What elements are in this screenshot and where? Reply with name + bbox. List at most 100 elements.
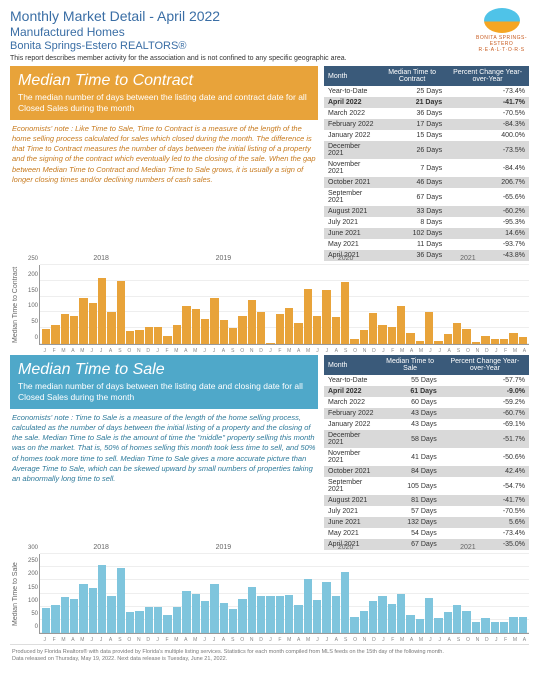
month-label: M bbox=[191, 637, 200, 643]
chart-bar bbox=[397, 594, 405, 634]
month-label: J bbox=[379, 637, 388, 643]
chart-bar bbox=[304, 579, 312, 633]
th-month: Month bbox=[324, 66, 378, 86]
chart-bar bbox=[163, 615, 171, 633]
ytick-label: 150 bbox=[28, 288, 38, 294]
month-label: J bbox=[266, 637, 275, 643]
chart-bar bbox=[434, 341, 442, 344]
month-label: A bbox=[332, 637, 341, 643]
table-cell: -51.7% bbox=[441, 430, 529, 448]
chart-bar bbox=[98, 278, 106, 344]
sale-ylabel: Median Time to Sale bbox=[10, 554, 21, 634]
table-cell: 17 Days bbox=[378, 119, 446, 130]
month-label: D bbox=[369, 637, 378, 643]
chart-bar bbox=[341, 282, 349, 344]
month-label: J bbox=[266, 348, 275, 354]
table-cell: June 2021 bbox=[324, 228, 378, 239]
chart-bar bbox=[145, 607, 153, 633]
month-label: A bbox=[68, 348, 77, 354]
month-label: A bbox=[407, 637, 416, 643]
chart-bar bbox=[173, 325, 181, 344]
chart-bar bbox=[79, 584, 87, 633]
month-label: O bbox=[350, 637, 359, 643]
month-label: J bbox=[492, 637, 501, 643]
chart-bar bbox=[145, 327, 153, 344]
chart-bar bbox=[378, 325, 386, 344]
table-cell: July 2021 bbox=[324, 217, 378, 228]
month-label: S bbox=[115, 348, 124, 354]
chart-bar bbox=[350, 617, 358, 633]
table-row: September 202167 Days-65.6% bbox=[324, 188, 529, 206]
month-label: N bbox=[134, 637, 143, 643]
chart-bar bbox=[257, 312, 265, 344]
chart-bar bbox=[89, 588, 97, 633]
chart-bar bbox=[369, 313, 377, 344]
table-cell: -57.7% bbox=[441, 375, 529, 386]
month-label: N bbox=[247, 637, 256, 643]
table-cell: November 2021 bbox=[324, 448, 379, 466]
month-label: J bbox=[322, 637, 331, 643]
table-cell: 43 Days bbox=[379, 408, 440, 419]
month-label: A bbox=[181, 637, 190, 643]
chart-bar bbox=[238, 599, 246, 633]
table-cell: 81 Days bbox=[379, 495, 440, 506]
table-row: July 20218 Days-95.3% bbox=[324, 217, 529, 228]
table-row: September 2021105 Days-54.7% bbox=[324, 477, 529, 495]
chart-bar bbox=[257, 596, 265, 633]
logo-icon bbox=[484, 8, 520, 33]
table-row: March 202236 Days-70.5% bbox=[324, 108, 529, 119]
table-cell: Year-to-Date bbox=[324, 86, 378, 97]
table-cell: 57 Days bbox=[379, 506, 440, 517]
table-row: December 202126 Days-73.5% bbox=[324, 141, 529, 159]
ytick-label: 100 bbox=[28, 598, 38, 604]
table-cell: -73.4% bbox=[441, 528, 529, 539]
table-cell: 105 Days bbox=[379, 477, 440, 495]
table-cell: 42.4% bbox=[441, 466, 529, 477]
month-label: N bbox=[473, 348, 482, 354]
chart-bar bbox=[61, 314, 69, 344]
footer-line2: Data released on Thursday, May 19, 2022.… bbox=[12, 656, 527, 663]
chart-bar bbox=[453, 605, 461, 633]
chart-bar bbox=[491, 622, 499, 633]
month-label: D bbox=[256, 637, 265, 643]
month-label: A bbox=[407, 348, 416, 354]
chart-bar bbox=[285, 595, 293, 633]
table-cell: -60.2% bbox=[446, 206, 529, 217]
contract-chart: 0501001502002502018201920202021JFMAMJJAS… bbox=[39, 265, 529, 345]
sale-note: Economists' note : Time to Sale is a mea… bbox=[10, 409, 318, 490]
chart-bar bbox=[472, 622, 480, 633]
chart-bar bbox=[163, 336, 171, 344]
chart-bar bbox=[192, 309, 200, 344]
chart-bar bbox=[304, 289, 312, 344]
table-cell: 61 Days bbox=[379, 386, 440, 397]
year-label: 2019 bbox=[162, 255, 284, 262]
footer: Produced by Florida Realtors® with data … bbox=[10, 644, 529, 667]
year-label: 2020 bbox=[285, 255, 407, 262]
chart-bar bbox=[173, 607, 181, 633]
table-row: October 202146 Days206.7% bbox=[324, 177, 529, 188]
month-label: J bbox=[96, 637, 105, 643]
chart-bar bbox=[341, 572, 349, 633]
sale-desc: The median number of days between the li… bbox=[18, 381, 310, 403]
month-label: A bbox=[68, 637, 77, 643]
table-cell: -84.3% bbox=[446, 119, 529, 130]
chart-bar bbox=[70, 599, 78, 633]
month-label: M bbox=[303, 637, 312, 643]
table-cell: -70.5% bbox=[446, 108, 529, 119]
table-cell: August 2021 bbox=[324, 495, 379, 506]
ytick-label: 50 bbox=[31, 319, 38, 325]
table-cell: April 2022 bbox=[324, 386, 379, 397]
table-cell: 55 Days bbox=[379, 375, 440, 386]
ytick-label: 0 bbox=[35, 335, 38, 341]
table-cell: February 2022 bbox=[324, 119, 378, 130]
chart-bar bbox=[248, 587, 256, 633]
chart-bar bbox=[220, 320, 228, 344]
th-val: Median Time to Contract bbox=[378, 66, 446, 86]
month-label: J bbox=[426, 637, 435, 643]
chart-bar bbox=[360, 611, 368, 633]
chart-bar bbox=[285, 308, 293, 344]
chart-bar bbox=[107, 596, 115, 633]
month-label: M bbox=[416, 348, 425, 354]
table-cell: -73.5% bbox=[446, 141, 529, 159]
ytick-label: 200 bbox=[28, 272, 38, 278]
